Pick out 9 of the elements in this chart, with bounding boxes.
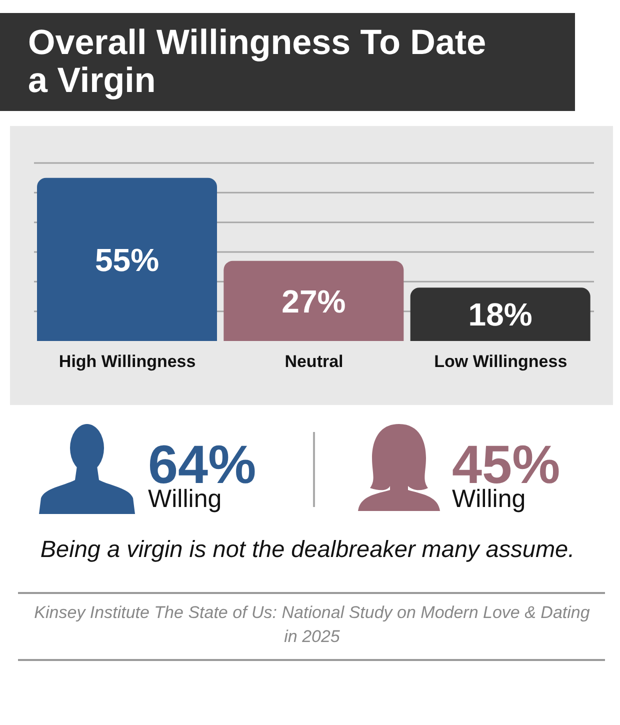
chart-title: Overall Willingness To Date a Virgin bbox=[28, 23, 488, 100]
data-label: 27% bbox=[282, 283, 346, 320]
data-label: 55% bbox=[94, 242, 160, 278]
x-tick-label: Neutral bbox=[284, 352, 344, 372]
data-label: 18% bbox=[468, 296, 532, 333]
text: Being a virgin is not the dealbreaker many assume. bbox=[39, 536, 576, 562]
x-tick-label: Low Willingness bbox=[434, 352, 568, 372]
text: Kinsey Institute The State of Us: National Study on Modern Love & Dating in 2025 bbox=[33, 602, 591, 648]
x-tick-label: High Willingness bbox=[58, 352, 196, 372]
